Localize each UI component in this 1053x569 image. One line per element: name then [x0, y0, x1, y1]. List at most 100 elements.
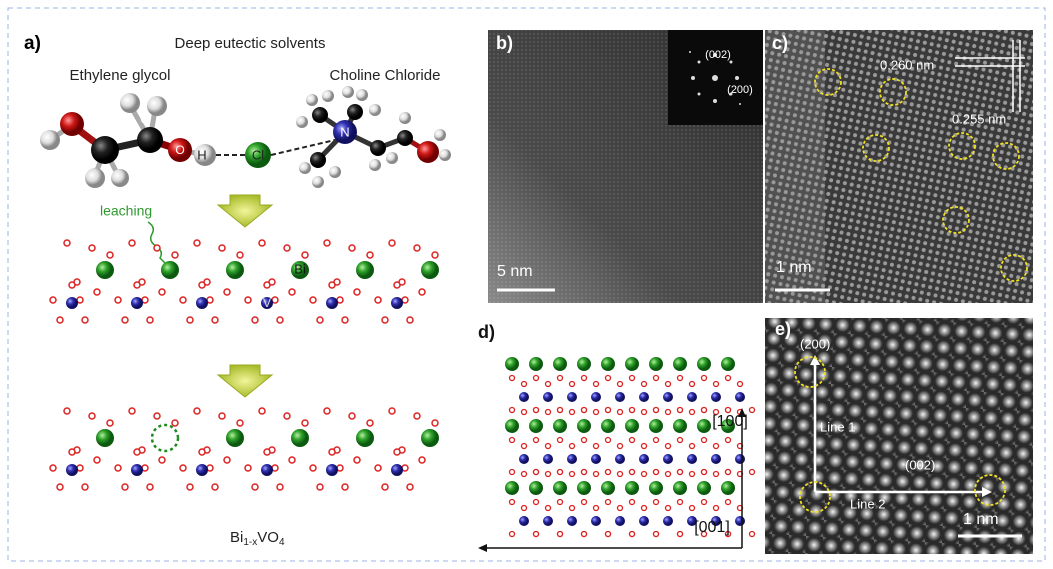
atom [522, 444, 527, 449]
label: 1 nm [776, 259, 812, 276]
atom [690, 410, 695, 415]
label: H [197, 147, 206, 162]
label: b) [496, 33, 513, 53]
atom [394, 282, 400, 288]
atom [324, 240, 330, 246]
atom [735, 454, 745, 464]
atom [543, 454, 553, 464]
atom [161, 261, 179, 279]
atom [594, 382, 599, 387]
atom [546, 444, 551, 449]
atom [397, 130, 413, 146]
label: O [175, 143, 184, 157]
atom [57, 317, 63, 323]
atom [82, 317, 88, 323]
atom [582, 438, 587, 443]
atom [94, 289, 100, 295]
atom [122, 484, 128, 490]
atom [245, 297, 251, 303]
fft-spot [712, 75, 718, 81]
label: Bi [294, 261, 306, 276]
atom [356, 261, 374, 279]
atom [577, 357, 591, 371]
atom [94, 457, 100, 463]
atom [642, 382, 647, 387]
atom [369, 159, 381, 171]
atom [510, 408, 515, 413]
atom [666, 444, 671, 449]
atom [642, 410, 647, 415]
atom [618, 444, 623, 449]
atom [107, 252, 113, 258]
atom [159, 289, 165, 295]
atom [115, 465, 121, 471]
atom [367, 420, 373, 426]
atom [721, 481, 735, 495]
atom [277, 317, 283, 323]
atom [66, 297, 78, 309]
label: N [340, 124, 349, 139]
atom [601, 357, 615, 371]
atom [726, 500, 731, 505]
label: c) [772, 33, 788, 53]
atom [367, 252, 373, 258]
atom [505, 357, 519, 371]
atom [375, 465, 381, 471]
atom [421, 261, 439, 279]
atom [147, 484, 153, 490]
atom [690, 444, 695, 449]
atom [615, 392, 625, 402]
atom [89, 245, 95, 251]
atom [534, 470, 539, 475]
atom [558, 470, 563, 475]
atom [312, 107, 328, 123]
atom [630, 500, 635, 505]
atom [382, 484, 388, 490]
atom [534, 438, 539, 443]
formula-part: VO [257, 529, 279, 546]
atom [558, 532, 563, 537]
atom [510, 532, 515, 537]
atom [284, 413, 290, 419]
atom [697, 481, 711, 495]
atom [296, 116, 308, 128]
atom [726, 438, 731, 443]
arrow [218, 365, 272, 397]
atom [594, 410, 599, 415]
atom [553, 357, 567, 371]
atom [369, 104, 381, 116]
atom [606, 376, 611, 381]
atom [277, 484, 283, 490]
atom [750, 532, 755, 537]
atom [582, 376, 587, 381]
atom [324, 408, 330, 414]
atom [642, 444, 647, 449]
atom [180, 297, 186, 303]
atom [66, 464, 78, 476]
atom [342, 317, 348, 323]
formula-part: Bi [230, 529, 243, 546]
atom [630, 532, 635, 537]
atom [302, 252, 308, 258]
atom [129, 408, 135, 414]
atom [356, 89, 368, 101]
atom [594, 444, 599, 449]
atom [289, 457, 295, 463]
atom [519, 454, 529, 464]
label: (002) [705, 49, 731, 61]
atom [577, 419, 591, 433]
atom [261, 464, 273, 476]
atom [558, 376, 563, 381]
atom [546, 382, 551, 387]
atom [654, 532, 659, 537]
atom [310, 465, 316, 471]
label: 5 nm [497, 263, 533, 280]
atom [107, 420, 113, 426]
atom [96, 261, 114, 279]
atom [187, 317, 193, 323]
atom [391, 464, 403, 476]
atom [414, 413, 420, 419]
atom [519, 392, 529, 402]
atom [354, 457, 360, 463]
fft-spot [698, 61, 701, 64]
